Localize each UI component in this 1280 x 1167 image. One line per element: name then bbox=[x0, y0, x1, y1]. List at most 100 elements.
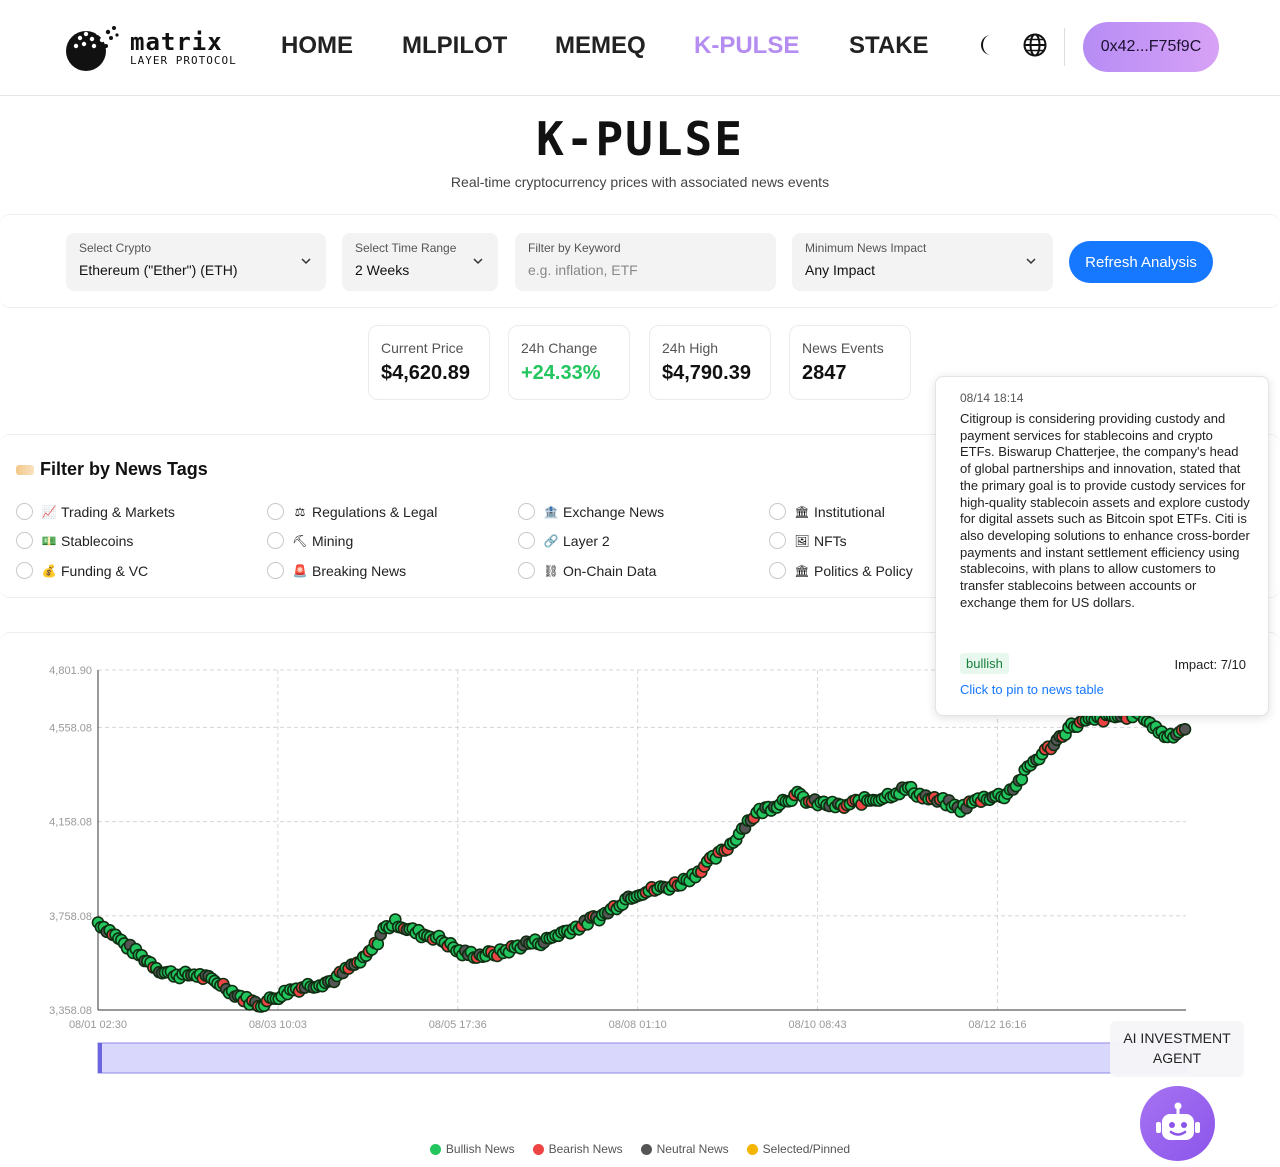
tag-radio[interactable] bbox=[769, 562, 786, 579]
news-tags-title-text: Filter by News Tags bbox=[40, 459, 208, 479]
legend-label: Bullish News bbox=[445, 1142, 515, 1156]
ai-agent-button[interactable] bbox=[1140, 1086, 1215, 1161]
y-tick-label: 3,758.08 bbox=[49, 911, 92, 923]
ai-agent-label: AI INVESTMENT AGENT bbox=[1110, 1021, 1244, 1077]
tag-mining[interactable]: ⛏ Mining bbox=[267, 532, 353, 549]
tag-label: Funding & VC bbox=[61, 562, 149, 579]
money-bag-icon: 💰 bbox=[41, 563, 57, 578]
tag-radio[interactable] bbox=[267, 503, 284, 520]
stat-current-price: Current Price $4,620.89 bbox=[368, 325, 490, 400]
globe-icon[interactable] bbox=[1022, 32, 1048, 58]
tag-radio[interactable] bbox=[16, 562, 33, 579]
tag-radio[interactable] bbox=[518, 532, 535, 549]
robot-icon bbox=[1156, 1102, 1200, 1140]
keyword-filter[interactable]: Filter by Keyword bbox=[515, 233, 776, 291]
legend-selected[interactable]: Selected/Pinned bbox=[746, 1142, 850, 1156]
tooltip-timestamp: 08/14 18:14 bbox=[960, 391, 1024, 405]
crypto-select[interactable]: Select Crypto Ethereum ("Ether") (ETH) bbox=[66, 233, 326, 291]
legend-bearish[interactable]: Bearish News bbox=[532, 1142, 623, 1156]
nav-stake[interactable]: STAKE bbox=[849, 32, 929, 59]
page-subtitle: Real-time cryptocurrency prices with ass… bbox=[450, 174, 830, 190]
tag-radio[interactable] bbox=[267, 532, 284, 549]
impact-select-value: Any Impact bbox=[805, 262, 876, 278]
tag-label: Breaking News bbox=[312, 562, 407, 579]
nav-k-pulse[interactable]: K-PULSE bbox=[694, 32, 800, 59]
news-tooltip[interactable]: 08/14 18:14 Citigroup is considering pro… bbox=[935, 376, 1269, 716]
nav-mlpilot[interactable]: MLPILOT bbox=[402, 32, 508, 59]
legend-bullish[interactable]: Bullish News bbox=[429, 1142, 515, 1156]
legend-neutral[interactable]: Neutral News bbox=[640, 1142, 729, 1156]
tag-label: NFTs bbox=[814, 532, 847, 549]
zoom-slider-handle bbox=[98, 1043, 102, 1073]
refresh-analysis-button[interactable]: Refresh Analysis bbox=[1069, 241, 1213, 283]
picture-icon: 🖼 bbox=[794, 533, 810, 548]
keyword-input[interactable] bbox=[528, 260, 768, 280]
stat-value: 2847 bbox=[802, 362, 847, 384]
tag-radio[interactable] bbox=[769, 532, 786, 549]
tag-label: Trading & Markets bbox=[61, 503, 175, 520]
stat-value: $4,620.89 bbox=[381, 362, 470, 384]
logo-wordmark: matrix bbox=[130, 28, 223, 56]
legend-label: Neutral News bbox=[656, 1142, 729, 1156]
tag-label: Layer 2 bbox=[563, 532, 610, 549]
tag-label: Exchange News bbox=[563, 503, 665, 520]
institution-icon: 🏛 bbox=[794, 504, 810, 519]
tag-label: On-Chain Data bbox=[563, 562, 657, 579]
exchange-icon: 🏦 bbox=[543, 504, 559, 519]
y-tick-label: 3,358.08 bbox=[49, 1005, 92, 1017]
scales-icon: ⚖ bbox=[294, 504, 306, 519]
tag-institutional[interactable]: 🏛 Institutional bbox=[769, 503, 885, 520]
news-marker bbox=[1178, 723, 1192, 736]
link-icon: 🔗 bbox=[543, 533, 559, 548]
tag-regulations-legal[interactable]: ⚖ Regulations & Legal bbox=[267, 503, 437, 520]
tooltip-news-text: Citigroup is considering providing custo… bbox=[960, 411, 1250, 610]
stat-label: News Events bbox=[802, 340, 884, 356]
page-title: K-PULSE bbox=[536, 112, 744, 166]
crypto-select-label: Select Crypto bbox=[79, 241, 152, 255]
impact-select-label: Minimum News Impact bbox=[805, 241, 927, 255]
tag-trading-markets[interactable]: 📈 Trading & Markets bbox=[16, 503, 175, 520]
tag-breaking-news[interactable]: 🚨 Breaking News bbox=[267, 562, 406, 579]
moon-icon[interactable] bbox=[974, 32, 1000, 58]
y-tick-label: 4,801.90 bbox=[49, 665, 92, 677]
chevron-down-icon bbox=[473, 258, 483, 265]
tag-radio[interactable] bbox=[16, 532, 33, 549]
chevron-down-icon bbox=[301, 258, 311, 265]
tag-label: Regulations & Legal bbox=[312, 503, 438, 520]
nav-divider bbox=[1064, 28, 1065, 66]
keyword-filter-label: Filter by Keyword bbox=[528, 241, 621, 255]
tag-radio[interactable] bbox=[267, 562, 284, 579]
wallet-button[interactable]: 0x42...F75f9C bbox=[1083, 22, 1219, 72]
logo[interactable]: matrix LAYER PROTOCOL bbox=[64, 20, 244, 74]
pin-to-table-link[interactable]: Click to pin to news table bbox=[960, 682, 1104, 697]
zoom-slider-track bbox=[97, 1042, 1187, 1074]
tag-funding-vc[interactable]: 💰 Funding & VC bbox=[16, 562, 148, 579]
chart-legend: Bullish News Bearish News Neutral News S… bbox=[0, 1142, 1280, 1156]
nav-home[interactable]: HOME bbox=[281, 32, 353, 59]
tag-layer-2[interactable]: 🔗 Layer 2 bbox=[518, 532, 610, 549]
nav-memeq[interactable]: MEMEQ bbox=[555, 32, 646, 59]
y-tick-label: 4,558.08 bbox=[49, 722, 92, 734]
x-tick-label: 08/01 02:30 bbox=[69, 1019, 127, 1031]
tag-label: Institutional bbox=[814, 503, 885, 520]
tag-label: Mining bbox=[312, 532, 354, 549]
tag-politics-policy[interactable]: 🏛 Politics & Policy bbox=[769, 562, 913, 579]
sentiment-badge: bullish bbox=[960, 653, 1009, 674]
news-tags-panel: Filter by News Tags 📈 Trading & Markets ⚖… bbox=[0, 434, 1280, 598]
tag-radio[interactable] bbox=[769, 503, 786, 520]
tag-on-chain-data[interactable]: ⛓ On-Chain Data bbox=[518, 562, 656, 579]
tag-stablecoins[interactable]: 💵 Stablecoins bbox=[16, 532, 133, 549]
legend-dot bbox=[640, 1143, 652, 1155]
stat-news-events: News Events 2847 bbox=[789, 325, 911, 400]
time-range-select[interactable]: Select Time Range 2 Weeks bbox=[342, 233, 498, 291]
y-tick-label: 4,158.08 bbox=[49, 817, 92, 829]
capitol-icon: 🏛 bbox=[794, 563, 810, 578]
tag-exchange-news[interactable]: 🏦 Exchange News bbox=[518, 503, 664, 520]
legend-dot bbox=[746, 1143, 758, 1155]
x-tick-label: 08/10 08:43 bbox=[789, 1019, 847, 1031]
tag-radio[interactable] bbox=[518, 503, 535, 520]
tag-nfts[interactable]: 🖼 NFTs bbox=[769, 532, 847, 549]
tag-radio[interactable] bbox=[16, 503, 33, 520]
impact-select[interactable]: Minimum News Impact Any Impact bbox=[792, 233, 1053, 291]
tag-radio[interactable] bbox=[518, 562, 535, 579]
